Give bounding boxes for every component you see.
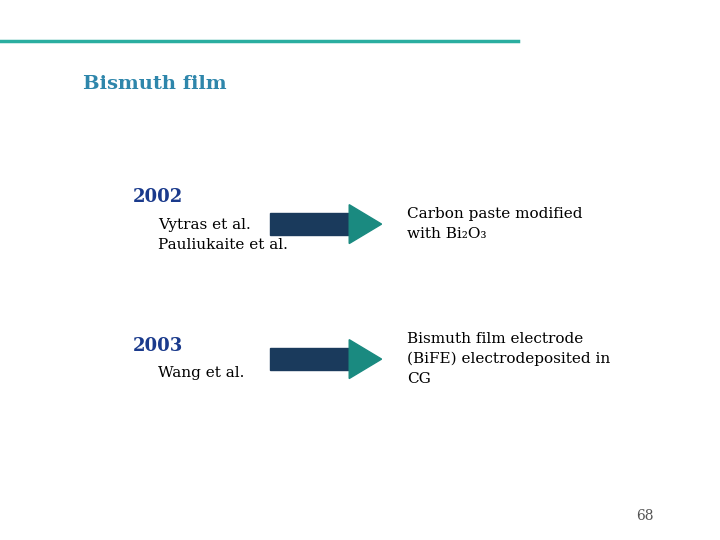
Text: Bismuth film electrode
(BiFE) electrodeposited in
CG: Bismuth film electrode (BiFE) electrodep… [407,332,610,386]
FancyArrow shape [270,348,349,370]
Text: Vytras et al.
Pauliukaite et al.: Vytras et al. Pauliukaite et al. [158,218,288,252]
Text: 2002: 2002 [133,188,184,206]
Text: Bismuth film: Bismuth film [83,75,226,93]
Text: Carbon paste modified
with Bi₂O₃: Carbon paste modified with Bi₂O₃ [407,207,582,241]
FancyArrow shape [270,213,349,235]
Text: Wang et al.: Wang et al. [158,366,245,380]
Text: 68: 68 [636,509,653,523]
Text: 2003: 2003 [133,336,184,355]
FancyArrow shape [349,205,382,244]
FancyArrow shape [349,340,382,379]
